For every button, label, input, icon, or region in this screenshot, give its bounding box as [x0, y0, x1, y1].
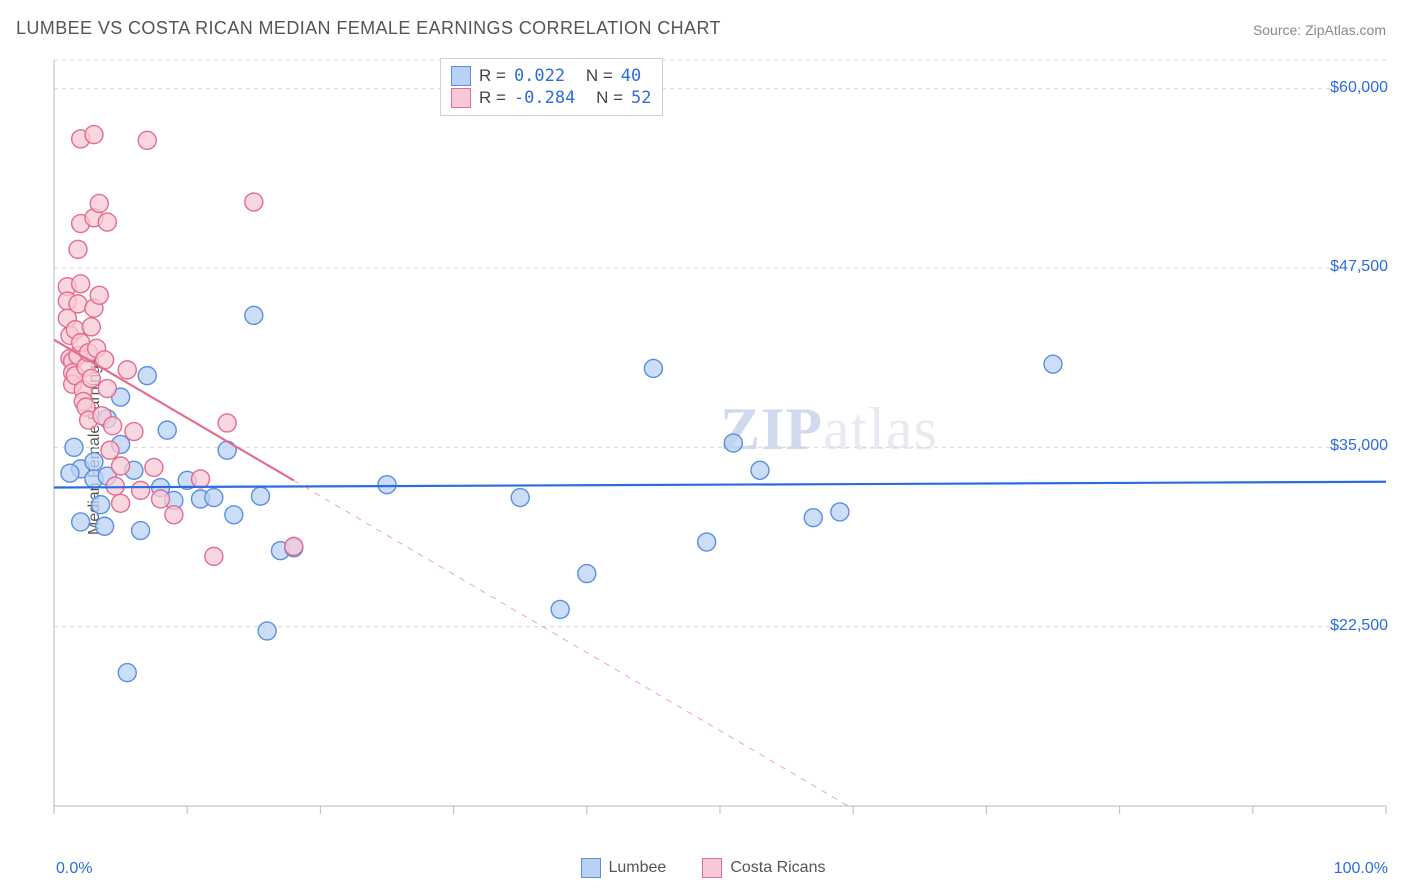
y-tick-label: $47,500 [1330, 258, 1388, 276]
swatch-costa-ricans [702, 858, 722, 878]
swatch-costa-ricans [451, 88, 471, 108]
y-tick-label: $22,500 [1330, 617, 1388, 635]
source-label: Source: ZipAtlas.com [1253, 22, 1386, 38]
stats-row-lumbee: R = 0.022 N = 40 [451, 66, 652, 86]
r-label: R = [479, 66, 506, 86]
r-label: R = [479, 88, 506, 108]
legend-label: Costa Ricans [730, 859, 825, 877]
swatch-lumbee [451, 66, 471, 86]
r-value-costa-ricans: -0.284 [514, 88, 575, 108]
swatch-lumbee [581, 858, 601, 878]
n-label: N = [596, 88, 623, 108]
y-tick-label: $60,000 [1330, 79, 1388, 97]
n-value-lumbee: 40 [621, 66, 641, 86]
r-value-lumbee: 0.022 [514, 66, 565, 86]
stats-legend: R = 0.022 N = 40 R = -0.284 N = 52 [440, 58, 663, 116]
n-label: N = [586, 66, 613, 86]
legend-label: Lumbee [609, 859, 667, 877]
n-value-costa-ricans: 52 [631, 88, 651, 108]
bottom-legend: Lumbee Costa Ricans [0, 858, 1406, 878]
scatter-chart [50, 56, 1390, 836]
legend-item-lumbee: Lumbee [581, 858, 667, 878]
chart-title: LUMBEE VS COSTA RICAN MEDIAN FEMALE EARN… [16, 18, 721, 39]
y-tick-label: $35,000 [1330, 437, 1388, 455]
stats-row-costa-ricans: R = -0.284 N = 52 [451, 88, 652, 108]
legend-item-costa-ricans: Costa Ricans [702, 858, 825, 878]
